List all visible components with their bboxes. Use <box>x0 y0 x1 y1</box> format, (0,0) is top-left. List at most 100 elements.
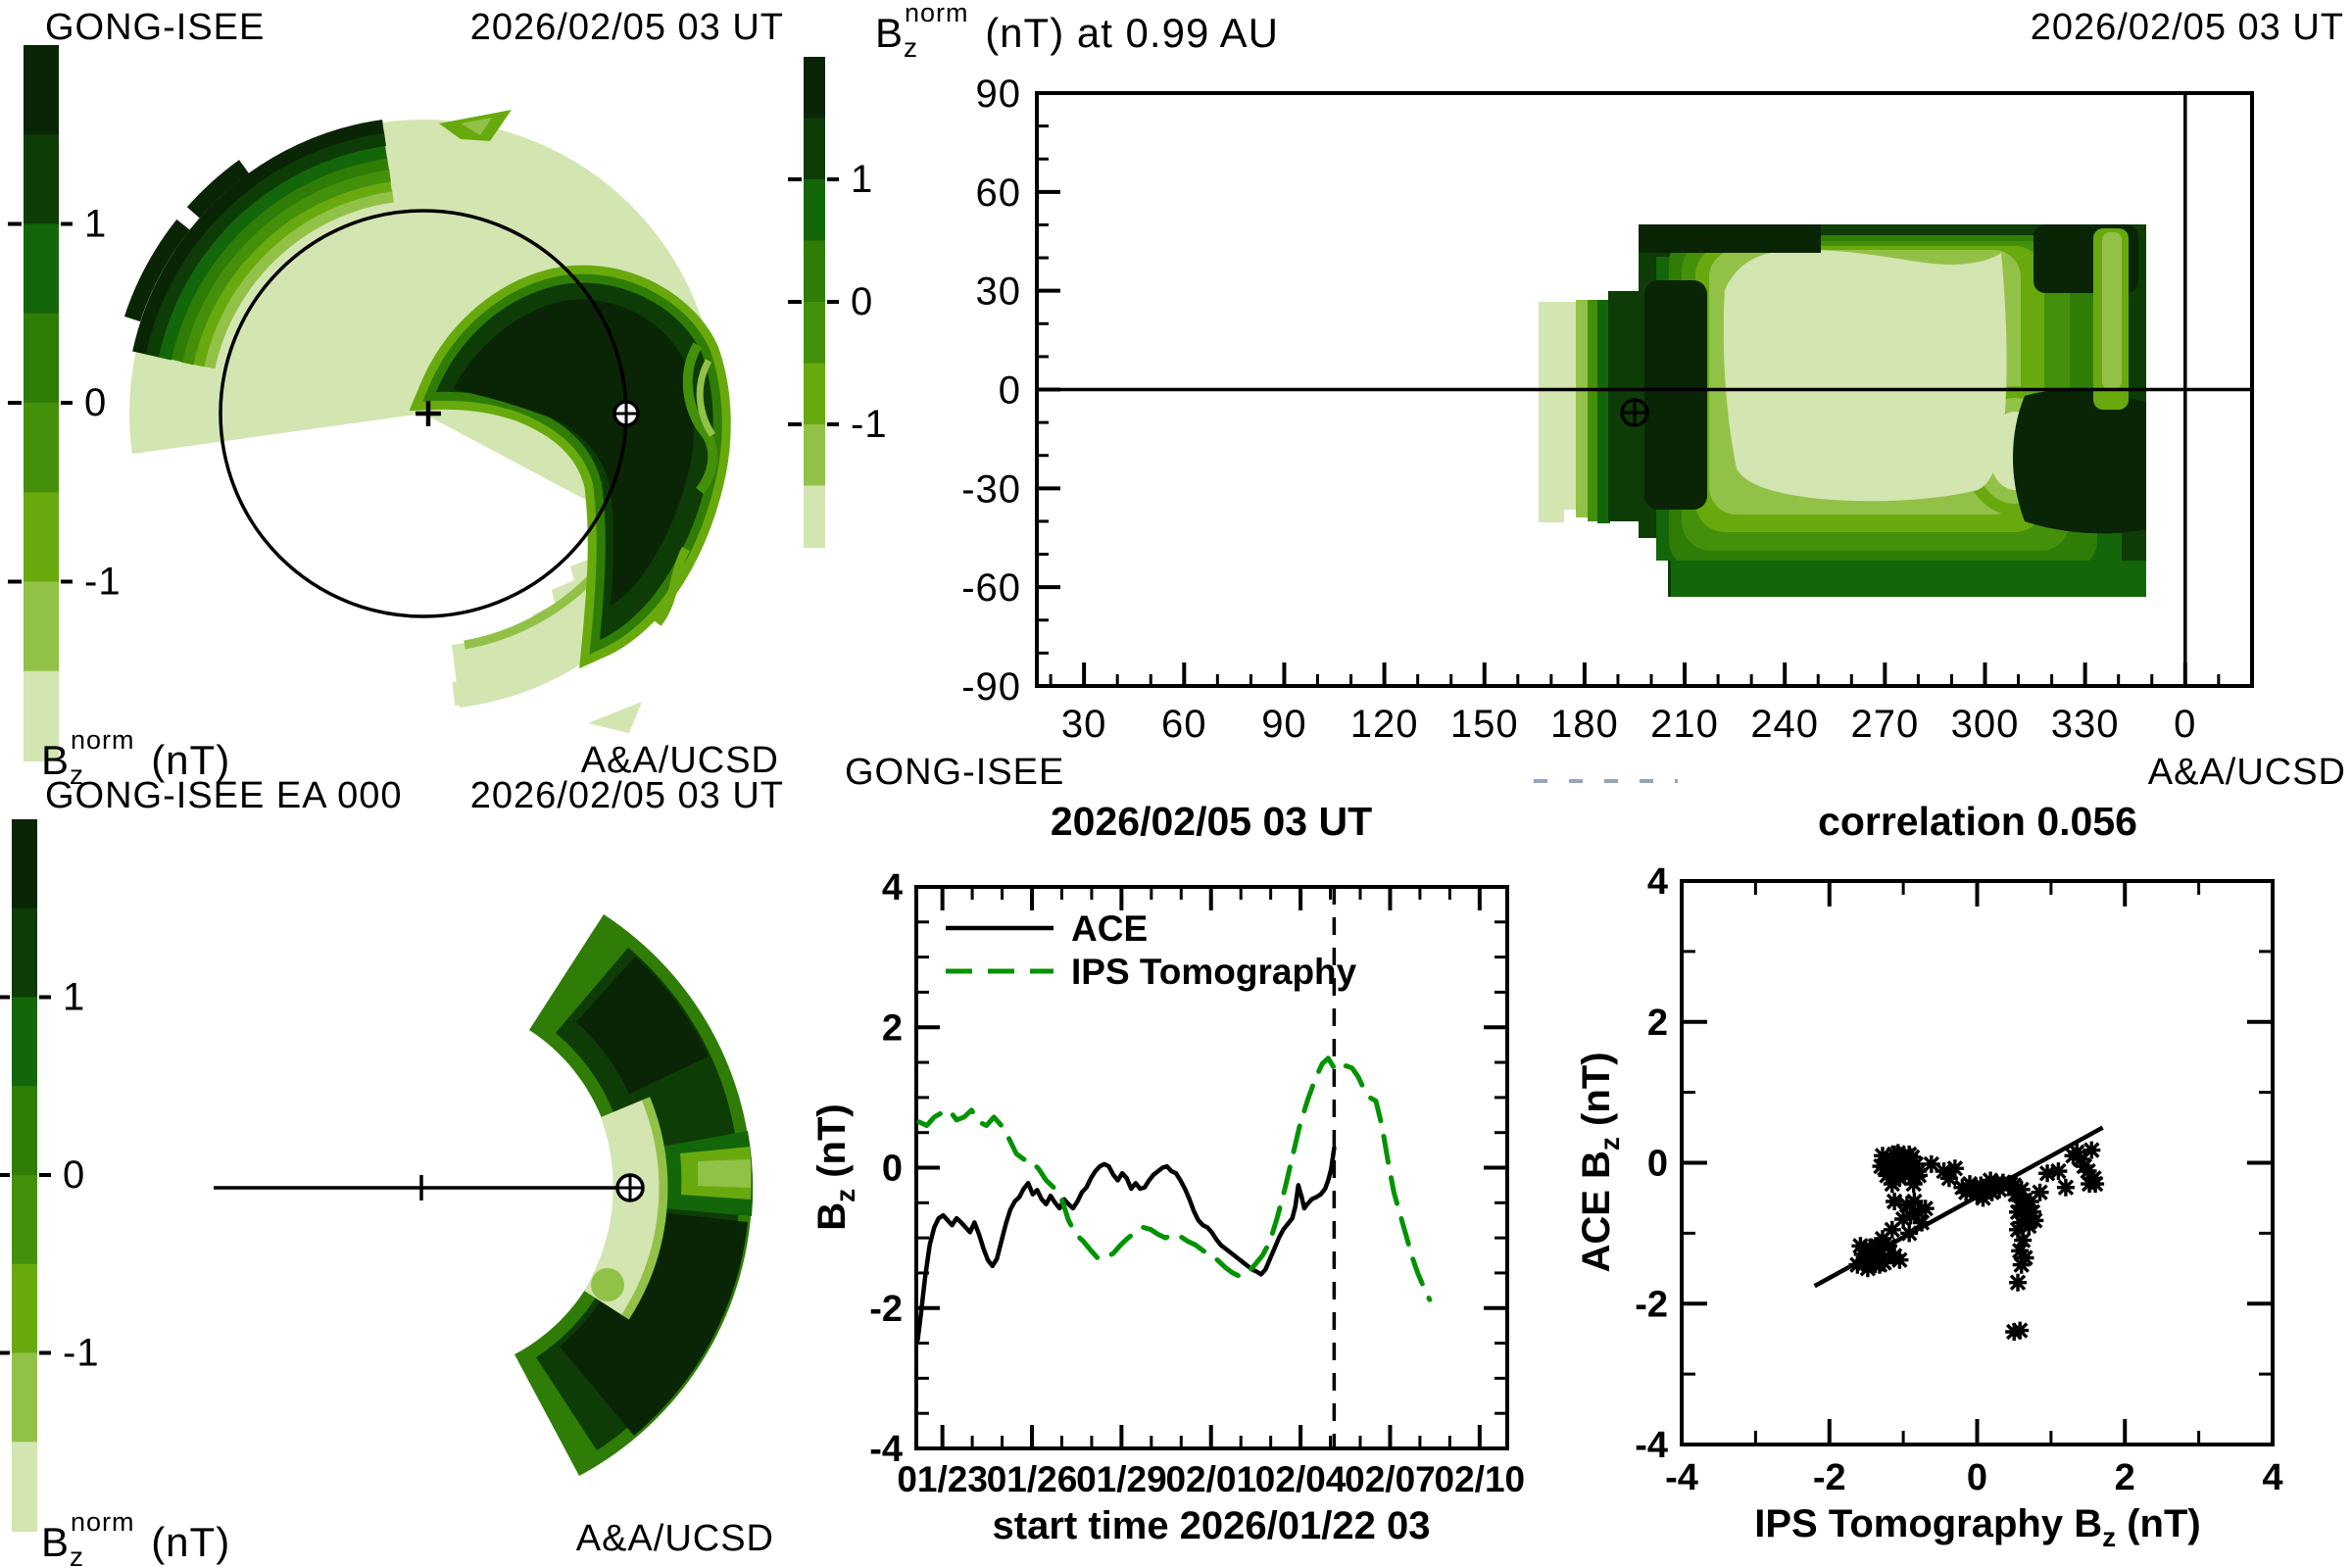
scatter-point <box>2056 1178 2075 1197</box>
panel-carrington: 30 60 90 120 150 180 210 240 270 300 330 09060300-3… <box>788 0 2346 793</box>
colorbar-tick-label: 0 <box>63 1153 85 1197</box>
colorbar-tick-label: 0 <box>84 381 107 424</box>
scatter-point <box>1916 1200 1935 1218</box>
carrington-credit: A&A/UCSD <box>2148 752 2346 793</box>
scatter-point <box>1905 1193 1924 1210</box>
y-tick-label: 30 <box>976 270 1022 314</box>
colorbar-segment <box>12 1442 37 1532</box>
scatter-point <box>2038 1164 2057 1183</box>
ea-core-lower <box>560 1209 748 1436</box>
scatter-point <box>1875 1253 1893 1272</box>
scatter-point <box>1880 1237 1897 1255</box>
sun-plus-marker <box>416 401 441 426</box>
earth-symbol <box>612 400 640 427</box>
scatter-point <box>1913 1213 1931 1232</box>
scatter-title: correlation 0.056 <box>1818 799 2137 844</box>
car-pale-core <box>1723 250 2007 502</box>
car-bottom-strip <box>1671 561 2146 597</box>
timeseries-xlabel: start time 2026/01/22 03 <box>993 1504 1431 1547</box>
y-tick-label: 0 <box>882 1149 903 1190</box>
colorbar-segment <box>804 57 825 120</box>
car-left-stripe <box>1588 300 1599 521</box>
colorbar-segment <box>24 581 59 672</box>
car-dark-top-strip <box>1639 224 1821 253</box>
scatter-point <box>2012 1255 2031 1274</box>
scatter-point <box>2021 1193 2039 1210</box>
y-tick-label: -60 <box>961 566 1021 610</box>
x-tick-label: -2 <box>1813 1457 1846 1498</box>
scatter-point <box>1851 1237 1870 1255</box>
scatter-point <box>2012 1180 2031 1199</box>
car-pale-dot <box>1960 404 1976 418</box>
ecliptic-datetime: 2026/02/05 03 UT <box>470 7 784 48</box>
x-tick-label: 01/23 <box>897 1459 988 1499</box>
legend-label-ace: ACE <box>1071 908 1148 949</box>
colorbar-tick-label: -1 <box>84 561 122 604</box>
y-tick-label: -30 <box>961 467 1021 511</box>
colorbar-segment <box>804 363 825 425</box>
ea-mid-wedge-bright <box>698 1159 752 1188</box>
y-tick-label: 60 <box>976 172 1022 215</box>
plot-frame <box>1680 879 2275 1446</box>
x-tick-label: 300 <box>1951 703 2020 746</box>
ecliptic-source-label: GONG-ISEE <box>45 7 265 48</box>
colorbar-segment <box>24 45 59 136</box>
rim-band <box>191 178 392 368</box>
x-tick-label: -4 <box>1665 1457 1698 1498</box>
colorbar-tick-label: -1 <box>851 403 888 446</box>
carrington-datetime: 2026/02/05 03 UT <box>2031 7 2344 48</box>
ecliptic-bz-label: Bznorm (nT) <box>41 725 230 790</box>
colorbar-segment <box>12 1263 37 1354</box>
edge-wiggle <box>682 342 718 495</box>
x-tick-label: 270 <box>1850 703 1919 746</box>
x-tick-label: 120 <box>1350 703 1419 746</box>
x-tick-label: 02/04 <box>1255 1459 1347 1499</box>
car-dark-right-mass <box>2013 389 2146 534</box>
scatter-point <box>1881 1152 1899 1171</box>
colorbar-segment <box>12 819 37 909</box>
x-tick-label: 330 <box>2051 703 2120 746</box>
ea-datetime: 2026/02/05 03 UT <box>470 775 784 816</box>
scatter-point <box>1906 1154 1925 1173</box>
scatter-point <box>1901 1206 1920 1225</box>
scatter-point <box>2024 1202 2041 1221</box>
scatter-point <box>1894 1210 1913 1228</box>
colorbar-segment <box>804 118 825 180</box>
timeseries-series <box>915 887 1433 1448</box>
pale-chip <box>588 702 642 733</box>
colorbar-segment <box>804 179 825 242</box>
scatter-point <box>2026 1211 2044 1230</box>
y-tick-label: -4 <box>869 1429 903 1470</box>
y-tick-label: 2 <box>882 1007 903 1049</box>
colorbar-segment <box>12 1086 37 1176</box>
colorbar-segment <box>24 313 59 404</box>
carrington-title: Bznorm (nT) at 0.99 AU <box>875 0 1279 63</box>
x-tick-label: 01/29 <box>1076 1459 1167 1499</box>
rim-band <box>158 145 387 361</box>
x-tick-label: 4 <box>2262 1457 2282 1498</box>
rim-band <box>180 169 391 366</box>
series-line-ace <box>915 1146 1337 1343</box>
scatter-point <box>1853 1245 1872 1263</box>
edge-wiggle <box>696 359 715 437</box>
scatter-point <box>1901 1157 1920 1176</box>
scatter-point <box>2009 1273 2027 1292</box>
car-yellow-strip-inner <box>2102 232 2122 389</box>
panel-ecliptic: 1 0 -1 GONG-ISEE 2026/02/05 03 UT Bznorm (… <box>8 7 784 790</box>
x-tick-label: 01/26 <box>987 1459 1078 1499</box>
ecliptic-credit: A&A/UCSD <box>581 740 779 781</box>
panel-scatter: -4-4 -2 -2 0 0 2 2 4 4 correlation 0.056 IPS Tom… <box>1575 799 2283 1552</box>
ecliptic-contour-art <box>83 110 731 766</box>
x-tick-label: 2 <box>2115 1457 2135 1498</box>
x-tick-label: 0 <box>2174 703 2196 746</box>
ea-core-upper <box>576 956 709 1094</box>
timeseries-legend: ACE IPS Tomography <box>946 908 1357 992</box>
scatter-point <box>2082 1141 2101 1159</box>
top-notch-inner <box>461 118 492 135</box>
colorbar-tick-label: 0 <box>851 280 873 323</box>
scatter-point <box>2009 1220 2027 1239</box>
colorbar-segment <box>804 424 825 487</box>
x-tick-label: 90 <box>1261 703 1307 746</box>
y-tick-label: 90 <box>976 73 1022 116</box>
